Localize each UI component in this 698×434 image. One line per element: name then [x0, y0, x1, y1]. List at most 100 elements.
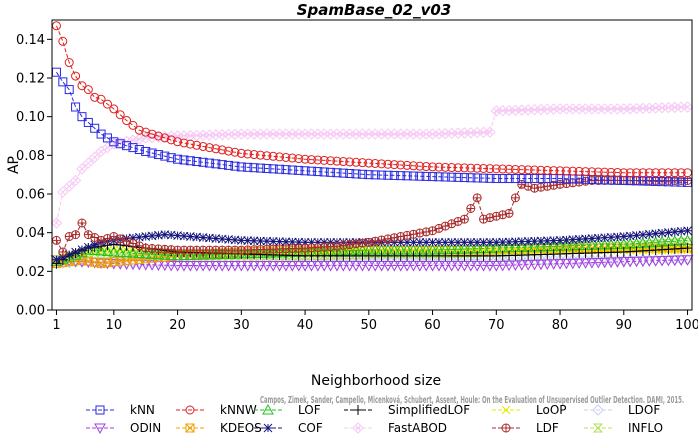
data-point-knnw: [58, 36, 68, 46]
data-point-knn: [338, 168, 348, 178]
data-point-odin: [560, 258, 573, 270]
data-point-knnw: [345, 157, 355, 167]
data-point-knnw: [217, 145, 227, 155]
data-point-knnw: [466, 163, 476, 173]
data-point-lof: [107, 245, 120, 257]
data-point-odin: [541, 259, 554, 271]
data-point-knn: [351, 169, 361, 179]
data-point-knnw: [204, 143, 214, 153]
data-point-odin: [286, 261, 299, 272]
x-tick-label: 1: [52, 318, 60, 333]
data-point-knn: [345, 169, 355, 179]
legend-label: LoOP: [536, 403, 567, 417]
x-tick-label: 10: [106, 318, 123, 333]
legend-item-fastabod: FastABOD: [344, 421, 447, 434]
data-point-knnw: [402, 160, 412, 170]
data-point-knnw: [625, 168, 635, 178]
data-point-fastabod: [567, 103, 579, 115]
data-point-lof: [146, 248, 158, 259]
data-point-cof: [428, 237, 437, 247]
data-point-simplifiedlof: [682, 243, 693, 254]
data-point-knn: [236, 162, 246, 172]
data-point-odin: [420, 261, 433, 272]
data-point-knn: [115, 139, 125, 149]
data-point-knnw: [109, 104, 119, 114]
series-ldf: [51, 175, 693, 257]
data-point-odin: [197, 261, 209, 272]
data-point-knn: [122, 141, 132, 151]
data-point-knn: [275, 164, 285, 174]
data-point-odin: [178, 261, 190, 272]
series-line-knn: [56, 71, 688, 183]
data-point-ldf: [51, 235, 61, 245]
data-point-knn: [657, 177, 667, 187]
x-axis-ticks: 1 10 20 30 40 50 60 70 80 90 100: [52, 310, 698, 333]
data-point-knnw: [275, 152, 285, 162]
data-point-knnw: [83, 85, 93, 95]
data-point-lof: [120, 246, 133, 258]
data-point-cof: [71, 247, 80, 257]
data-point-knn: [51, 67, 61, 77]
data-point-knnw: [561, 166, 571, 176]
data-point-odin: [260, 261, 273, 272]
data-point-odin: [464, 261, 477, 272]
chart-title: SpamBase_02_v03: [297, 1, 451, 19]
data-point-fastabod: [420, 128, 432, 140]
data-point-ldf: [345, 240, 355, 250]
data-point-odin: [649, 256, 662, 267]
data-point-ldf: [428, 226, 438, 236]
data-point-lof: [203, 248, 216, 260]
data-point-knnw: [115, 110, 125, 120]
data-point-knnw: [255, 150, 265, 160]
data-point-odin: [184, 261, 197, 272]
data-point-lof: [127, 247, 139, 258]
legend-item-cof: COF: [254, 421, 323, 434]
data-point-knnw: [338, 157, 348, 167]
data-point-odin: [305, 261, 318, 272]
data-point-ldf: [459, 214, 469, 224]
data-point-knn: [415, 171, 425, 181]
data-point-knn: [332, 168, 342, 178]
data-point-knnw: [542, 165, 552, 175]
data-point-lof: [95, 245, 107, 256]
data-point-knnw: [517, 165, 527, 175]
data-point-knn: [58, 77, 68, 87]
data-point-knnw: [96, 94, 106, 104]
data-point-knnw: [128, 120, 138, 130]
data-point-knnw: [243, 149, 253, 159]
data-point-knn: [479, 173, 489, 183]
data-point-knn: [90, 123, 100, 133]
data-point-knnw: [447, 163, 457, 173]
data-point-odin: [458, 261, 471, 272]
data-point-knnw: [370, 158, 380, 168]
data-point-knn: [357, 169, 367, 179]
data-point-knnw: [281, 152, 291, 162]
data-point-cof: [683, 226, 692, 236]
data-point-odin: [496, 260, 509, 272]
data-point-odin: [579, 258, 592, 269]
data-point-knnw: [306, 155, 316, 165]
data-point-odin: [203, 261, 216, 272]
data-point-knn: [83, 117, 93, 127]
data-point-knn: [306, 166, 316, 176]
data-point-knn: [224, 160, 234, 170]
data-point-knn: [192, 157, 202, 167]
data-point-odin: [477, 261, 490, 272]
x-tick-label: 20: [169, 318, 186, 333]
data-point-odin: [624, 256, 637, 268]
data-point-knnw: [491, 164, 501, 174]
data-point-fastabod: [69, 174, 82, 187]
data-point-cof: [511, 237, 520, 247]
data-point-odin: [413, 261, 426, 272]
data-point-ldf: [472, 193, 482, 203]
data-point-knnw: [593, 167, 603, 177]
y-axis-label: AP: [6, 156, 22, 174]
y-tick-label: 0.14: [16, 33, 45, 48]
data-point-knn: [396, 171, 406, 181]
data-point-knnw: [230, 147, 240, 157]
data-point-cof: [549, 236, 559, 245]
data-point-knn: [434, 172, 444, 182]
data-point-knn: [230, 161, 240, 171]
data-point-odin: [273, 261, 286, 272]
data-point-knn: [173, 154, 183, 164]
